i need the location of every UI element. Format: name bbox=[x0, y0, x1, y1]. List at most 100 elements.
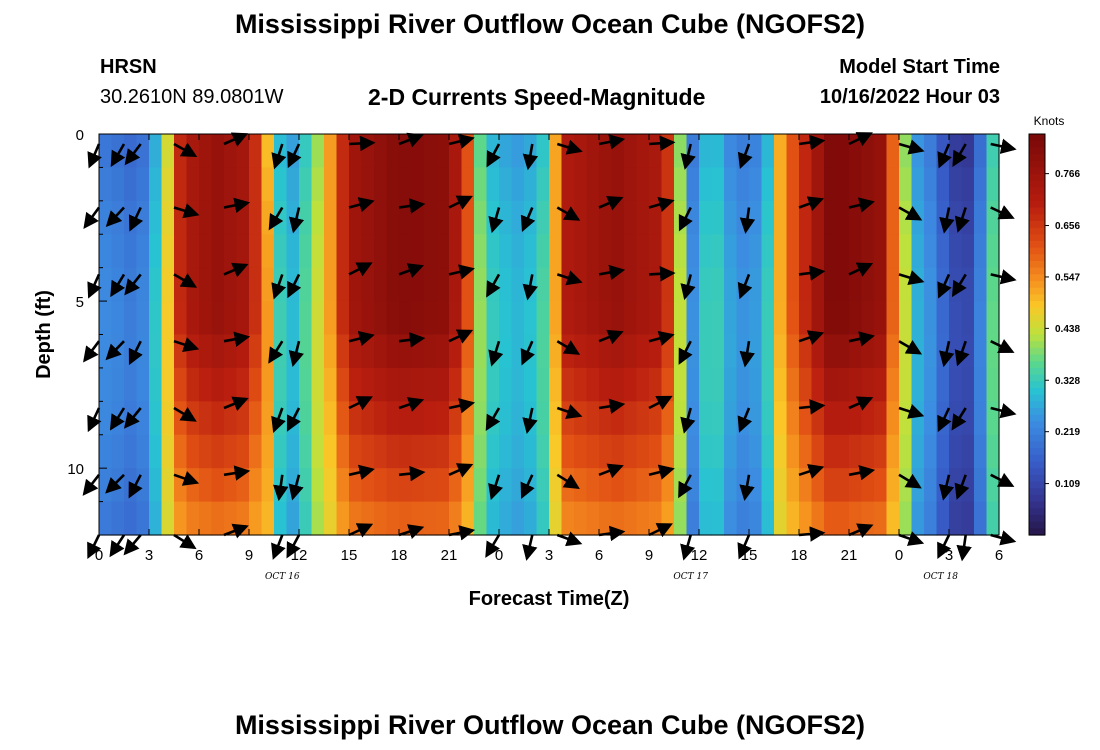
current-vector-arrow bbox=[990, 138, 1017, 154]
heatmap-cell bbox=[311, 401, 325, 436]
heatmap-cell bbox=[436, 334, 450, 369]
current-vector-arrow bbox=[648, 266, 676, 282]
heatmap-cell bbox=[986, 468, 1000, 503]
colorbar-segment bbox=[1029, 294, 1045, 302]
current-vector-arrow bbox=[898, 531, 925, 546]
colorbar-segment bbox=[1029, 321, 1045, 329]
current-vector-arrow bbox=[598, 463, 624, 479]
current-vector-arrow bbox=[485, 534, 501, 558]
heatmap-cell bbox=[99, 267, 113, 302]
heatmap-cell bbox=[124, 401, 138, 436]
heatmap-cell bbox=[611, 501, 625, 536]
heatmap-cell bbox=[574, 501, 588, 536]
heatmap-cell bbox=[811, 468, 825, 503]
heatmap-cell bbox=[411, 234, 425, 269]
current-vector-arrow bbox=[223, 465, 251, 481]
heatmap-cell bbox=[761, 468, 775, 503]
current-vector-arrow bbox=[522, 534, 538, 561]
heatmap-cell bbox=[424, 234, 438, 269]
heatmap-cell bbox=[924, 468, 938, 503]
heatmap-cell bbox=[536, 468, 550, 503]
heatmap-cell bbox=[861, 367, 875, 402]
heatmap-cell bbox=[311, 468, 325, 503]
heatmap-cell bbox=[136, 468, 150, 503]
heatmap-cell bbox=[586, 234, 600, 269]
heatmap-cell bbox=[911, 267, 925, 302]
heatmap-cell bbox=[811, 234, 825, 269]
heatmap-cell bbox=[636, 501, 650, 536]
heatmap-cell bbox=[461, 367, 475, 402]
heatmap-cell bbox=[961, 167, 975, 202]
heatmap-cell bbox=[511, 200, 525, 235]
heatmap-cell bbox=[199, 501, 213, 536]
heatmap-cell bbox=[836, 434, 850, 469]
heatmap-cell bbox=[361, 468, 375, 503]
current-vector-arrow bbox=[798, 463, 825, 479]
current-vector-arrow bbox=[598, 398, 626, 415]
heatmap-cell bbox=[899, 267, 913, 302]
current-vector-arrow bbox=[678, 206, 693, 232]
current-vector-arrow bbox=[898, 270, 925, 286]
heatmap-cell bbox=[986, 234, 1000, 269]
current-vector-arrow bbox=[648, 523, 673, 538]
current-vector-arrow bbox=[348, 262, 373, 277]
heatmap-cell bbox=[974, 267, 988, 302]
current-vector-arrow bbox=[128, 340, 143, 366]
heatmap-cell bbox=[861, 167, 875, 202]
heatmap-cell bbox=[611, 334, 625, 369]
heatmap-cell bbox=[661, 200, 675, 235]
heatmap-cell bbox=[99, 200, 113, 235]
heatmap-cell bbox=[274, 367, 288, 402]
heatmap-cell bbox=[636, 267, 650, 302]
heatmap-cell bbox=[549, 267, 563, 302]
heatmap-cell bbox=[924, 334, 938, 369]
current-vector-arrow bbox=[287, 273, 302, 299]
heatmap-cell bbox=[924, 200, 938, 235]
heatmap-cell bbox=[674, 501, 688, 536]
heatmap-cell bbox=[899, 167, 913, 202]
heatmap-cell bbox=[536, 301, 550, 336]
heatmap-cell bbox=[486, 434, 500, 469]
heatmap-cell bbox=[386, 134, 400, 169]
heatmap-cell bbox=[711, 434, 725, 469]
heatmap-cell bbox=[711, 501, 725, 536]
current-vector-arrow bbox=[286, 407, 301, 432]
heatmap-cell bbox=[286, 134, 300, 169]
current-vector-arrow bbox=[288, 474, 304, 501]
colorbar-segment bbox=[1029, 481, 1045, 489]
current-vector-arrow bbox=[954, 474, 970, 500]
heatmap-cell bbox=[486, 501, 500, 536]
heatmap-cell bbox=[861, 200, 875, 235]
heatmap-cell bbox=[561, 267, 575, 302]
heatmap-cell bbox=[686, 434, 700, 469]
heatmap-cell bbox=[849, 301, 863, 336]
heatmap-cell bbox=[811, 134, 825, 169]
heatmap-cell bbox=[236, 167, 250, 202]
colorbar-segment bbox=[1029, 307, 1045, 316]
heatmap-cell bbox=[936, 367, 950, 402]
colorbar-segment bbox=[1029, 327, 1045, 336]
heatmap-cell bbox=[261, 367, 275, 402]
heatmap-cell bbox=[311, 301, 325, 336]
heatmap-cell bbox=[749, 301, 763, 336]
heatmap-cell bbox=[136, 167, 150, 202]
heatmap-cell bbox=[411, 167, 425, 202]
heatmap-cell bbox=[274, 167, 288, 202]
current-vector-arrow bbox=[124, 143, 142, 166]
heatmap-cell bbox=[824, 468, 838, 503]
heatmap-cell bbox=[836, 301, 850, 336]
heatmap-cell bbox=[499, 367, 513, 402]
heatmap-cell bbox=[949, 501, 963, 536]
heatmap-cell bbox=[536, 234, 550, 269]
heatmap-cell bbox=[99, 367, 113, 402]
heatmap-cell bbox=[861, 267, 875, 302]
heatmap-cell bbox=[374, 334, 388, 369]
current-vector-arrow bbox=[271, 273, 287, 300]
heatmap-cell bbox=[924, 301, 938, 336]
current-vector-arrow bbox=[680, 534, 696, 561]
heatmap-cell bbox=[486, 167, 500, 202]
current-vector-arrow bbox=[271, 407, 286, 434]
heatmap-cell bbox=[374, 267, 388, 302]
x-axis: 0 3 6 9 12 15 18 21 0 3 6 9 12 15 18 21 0 3 6 bbox=[95, 134, 1003, 564]
current-vector-arrow bbox=[82, 474, 101, 496]
